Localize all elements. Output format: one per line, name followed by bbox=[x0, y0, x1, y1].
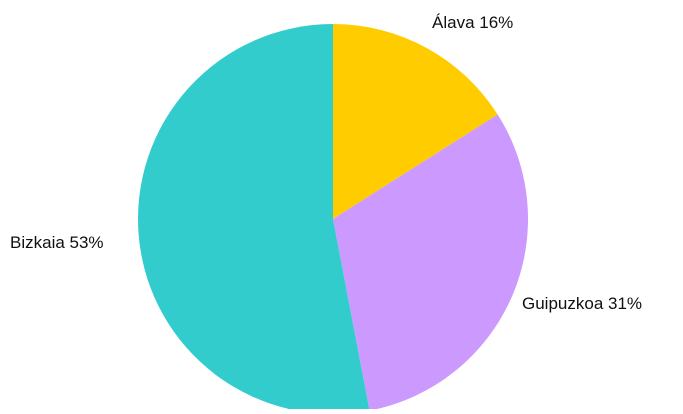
pie-label-guipuzkoa: Guipuzkoa 31% bbox=[522, 294, 642, 313]
pie-slice-bizkaia bbox=[138, 24, 370, 414]
pie-labels: Álava 16% Guipuzkoa 31% Bizkaia 53% bbox=[10, 13, 642, 313]
pie-label-alava: Álava 16% bbox=[432, 13, 513, 32]
pie-label-bizkaia: Bizkaia 53% bbox=[10, 233, 104, 252]
pie-slice-alava bbox=[333, 24, 498, 219]
pie-slice-guipuzkoa bbox=[333, 114, 528, 411]
pie-slices bbox=[138, 24, 528, 414]
